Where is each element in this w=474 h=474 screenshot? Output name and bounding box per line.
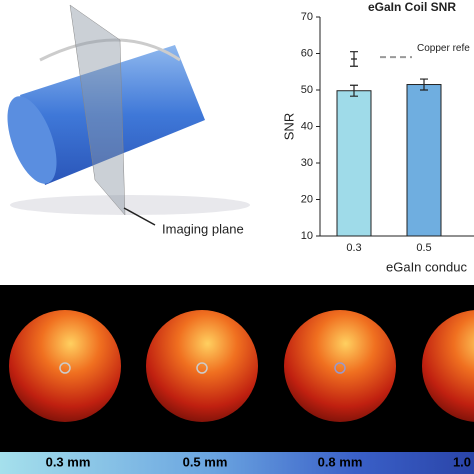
mri-phantom	[9, 310, 121, 422]
panel-label: 0.5 mm	[183, 454, 228, 469]
y-tick-label: 50	[301, 84, 313, 96]
chart-title: eGaIn Coil SNR	[368, 0, 456, 14]
y-tick-label: 10	[301, 230, 313, 242]
error-bar	[420, 78, 428, 91]
shadow	[10, 195, 250, 215]
mri-phantom	[422, 310, 474, 422]
cylinder	[20, 45, 205, 185]
chart: eGaIn Coil SNR SNR 10 20 30 40 50 60 70 0.3 0.5 Cop…	[281, 0, 474, 274]
panel-label: 1.0	[453, 454, 471, 469]
illustration: Imaging plane	[7, 4, 250, 236]
mri-phantom	[146, 310, 258, 422]
bar	[406, 84, 442, 237]
y-tick-label: 60	[301, 47, 313, 59]
y-tick-label: 30	[301, 157, 313, 169]
panel-labels: 0.3 mm 0.5 mm 0.8 mm 1.0	[46, 454, 471, 469]
arrow	[123, 207, 156, 226]
x-tick-label: 0.5	[416, 242, 431, 254]
error-bar	[350, 84, 358, 97]
panel-label: 0.8 mm	[318, 454, 363, 469]
panel-label: 0.3 mm	[46, 454, 91, 469]
reference-label: Copper refe	[417, 43, 470, 54]
y-tick-label: 20	[301, 193, 313, 205]
roi	[196, 362, 208, 374]
mri-phantom	[284, 310, 396, 422]
x-axis-label: eGaIn conduc	[386, 259, 467, 274]
x-tick-label: 0.3	[346, 242, 361, 254]
bar	[336, 90, 372, 237]
reference-marker	[350, 51, 358, 67]
handle	[39, 38, 181, 62]
roi	[334, 362, 346, 374]
imaging-plane	[69, 4, 126, 216]
plane-label: Imaging plane	[162, 221, 244, 236]
roi	[59, 362, 71, 374]
y-tick-label: 70	[301, 11, 313, 23]
mri-images	[9, 310, 474, 422]
y-tick-label: 40	[301, 120, 313, 132]
y-axis-label: SNR	[281, 113, 296, 140]
cylinder-end	[7, 96, 57, 184]
label-strip	[0, 452, 474, 474]
